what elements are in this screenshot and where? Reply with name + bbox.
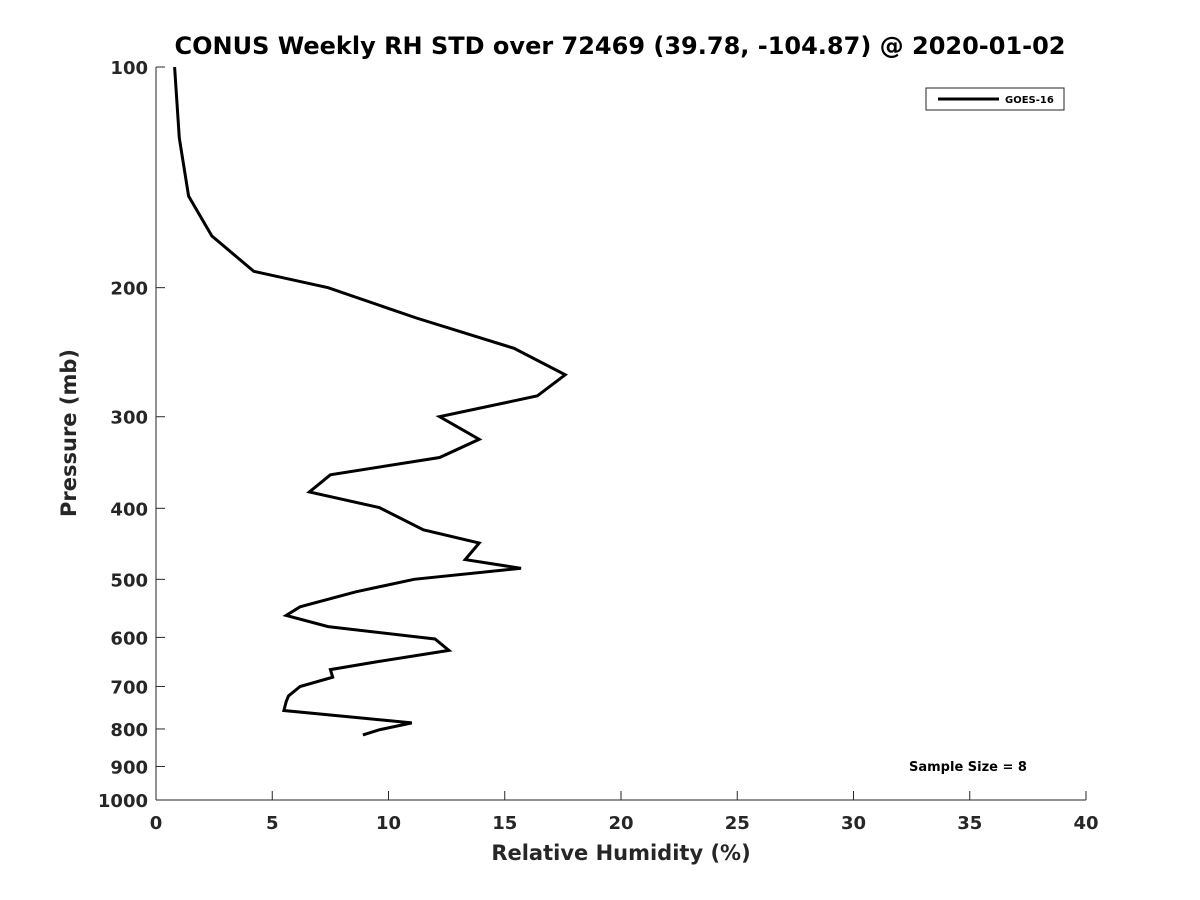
x-tick-label: 15: [492, 813, 517, 834]
y-tick-label: 400: [110, 499, 148, 520]
x-tick-label: 40: [1073, 813, 1098, 834]
x-tick-label: 10: [376, 813, 401, 834]
y-tick-label: 300: [110, 408, 148, 429]
ticks-layer: 0 5 10 15 20 25 30 35 40 100 200 300 400 500 600 700 800…: [98, 58, 1099, 834]
y-tick-label: 700: [110, 677, 148, 698]
y-tick-label: 900: [110, 757, 148, 778]
y-tick-label: 100: [110, 58, 148, 79]
y-tick-label: 1000: [98, 791, 148, 812]
x-tick-label: 5: [266, 813, 279, 834]
y-tick-label: 500: [110, 570, 148, 591]
sample-size-annotation: Sample Size = 8: [909, 760, 1027, 775]
x-axis-label: Relative Humidity (%): [491, 841, 750, 865]
plot-area: [156, 67, 1086, 800]
y-tick-label: 200: [110, 279, 148, 300]
y-tick-label: 800: [110, 720, 148, 741]
x-tick-label: 35: [957, 813, 982, 834]
y-axis-label: Pressure (mb): [57, 349, 81, 517]
series-line-goes-16: [173, 66, 569, 737]
y-tick-label: 600: [110, 628, 148, 649]
x-tick-label: 20: [608, 813, 633, 834]
x-tick-label: 25: [725, 813, 750, 834]
legend-entry-goes-16: GOES-16: [1005, 95, 1054, 106]
x-tick-label: 0: [150, 813, 163, 834]
chart-title: CONUS Weekly RH STD over 72469 (39.78, -…: [174, 32, 1065, 60]
legend: GOES-16: [925, 87, 1065, 111]
x-tick-label: 30: [841, 813, 866, 834]
